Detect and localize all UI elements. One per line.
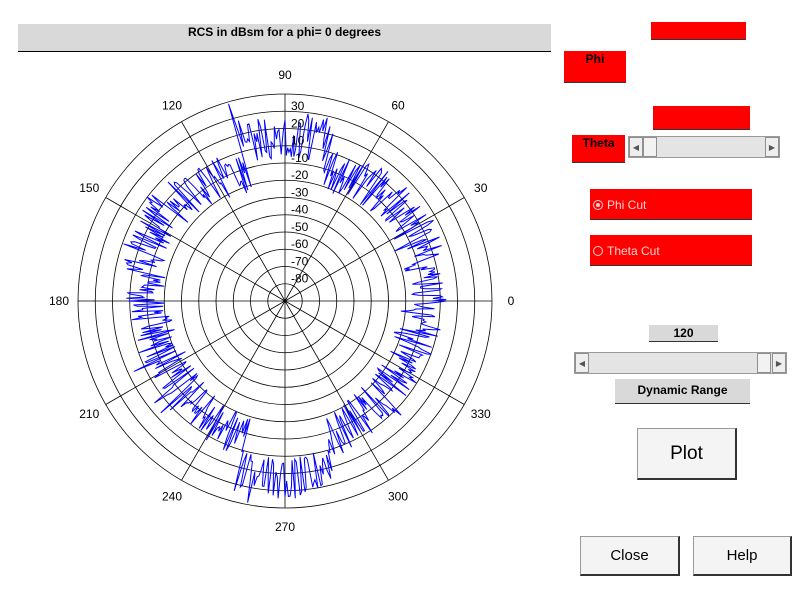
chevron-right-icon[interactable]: ▶: [765, 137, 779, 157]
grid-spoke: [284, 121, 389, 302]
dynamic-range-value: 120: [649, 325, 718, 342]
radio-unselected-icon[interactable]: [593, 246, 603, 256]
radial-tick-label: -40: [291, 203, 309, 217]
theta-label: Theta: [572, 135, 625, 163]
grid-spoke: [181, 300, 286, 481]
dynamic-range-label: Dynamic Range: [615, 379, 750, 404]
angle-tick-label: 60: [391, 98, 405, 112]
radial-tick-label: -80: [291, 272, 309, 286]
theta-cut-radio[interactable]: Theta Cut: [590, 235, 752, 266]
phi-value-field[interactable]: [651, 22, 746, 40]
grid-spoke: [284, 197, 465, 302]
grid-spokes: [78, 94, 492, 508]
angle-tick-label: 90: [278, 68, 292, 82]
grid-spoke: [181, 121, 286, 302]
radial-tick-label: -30: [291, 185, 309, 199]
plot-title: RCS in dBsm for a phi= 0 degrees: [18, 24, 551, 52]
angle-tick-label: 30: [474, 181, 488, 195]
radial-tick-label: 20: [291, 116, 305, 130]
angle-tick-label: 270: [275, 520, 295, 534]
theta-value-field[interactable]: [653, 106, 750, 130]
angle-labels: 0 30 60 90 120 150 180 210 240 270 300 330: [49, 68, 515, 534]
grid-spoke: [105, 300, 286, 405]
dynamic-range-slider[interactable]: ◀ ▶: [574, 352, 787, 374]
angle-tick-label: 150: [79, 181, 99, 195]
chevron-right-icon[interactable]: ▶: [772, 353, 786, 373]
grid-spoke: [105, 197, 286, 302]
radial-tick-label: -10: [291, 151, 309, 165]
radial-tick-label: 30: [291, 99, 305, 113]
phi-cut-label: Phi Cut: [607, 198, 647, 212]
help-button[interactable]: Help: [693, 536, 792, 576]
grid-spoke: [284, 300, 465, 405]
angle-tick-label: 0: [508, 294, 515, 308]
radio-selected-icon[interactable]: [593, 200, 603, 210]
theta-slider[interactable]: ◀ ▶: [628, 136, 780, 158]
close-button[interactable]: Close: [580, 536, 680, 576]
grid-spoke: [284, 300, 389, 481]
angle-tick-label: 240: [162, 490, 182, 504]
radial-tick-label: -60: [291, 237, 309, 251]
radial-tick-label: -20: [291, 168, 309, 182]
radial-tick-label: -70: [291, 254, 309, 268]
radial-tick-label: -50: [291, 220, 309, 234]
chevron-left-icon[interactable]: ◀: [629, 137, 643, 157]
dynamic-range-slider-thumb[interactable]: [757, 353, 771, 373]
angle-tick-label: 180: [49, 294, 69, 308]
radial-labels: 30 20 10 -10 -20 -30 -40 -50 -60 -70 -80: [291, 99, 309, 286]
angle-tick-label: 120: [162, 98, 182, 112]
chevron-left-icon[interactable]: ◀: [575, 353, 589, 373]
polar-plot: 30 20 10 -10 -20 -30 -40 -50 -60 -70 -80 0 30 60 90 12…: [49, 68, 515, 534]
angle-tick-label: 210: [79, 407, 99, 421]
rcs-trace: [123, 103, 447, 503]
theta-slider-thumb[interactable]: [643, 137, 657, 157]
angle-tick-label: 330: [471, 407, 491, 421]
angle-tick-label: 300: [388, 490, 408, 504]
radial-tick-label: 10: [291, 134, 305, 148]
phi-label: Phi: [564, 51, 626, 83]
plot-button[interactable]: Plot: [637, 428, 737, 480]
theta-cut-label: Theta Cut: [607, 244, 660, 258]
phi-cut-radio[interactable]: Phi Cut: [590, 189, 752, 220]
